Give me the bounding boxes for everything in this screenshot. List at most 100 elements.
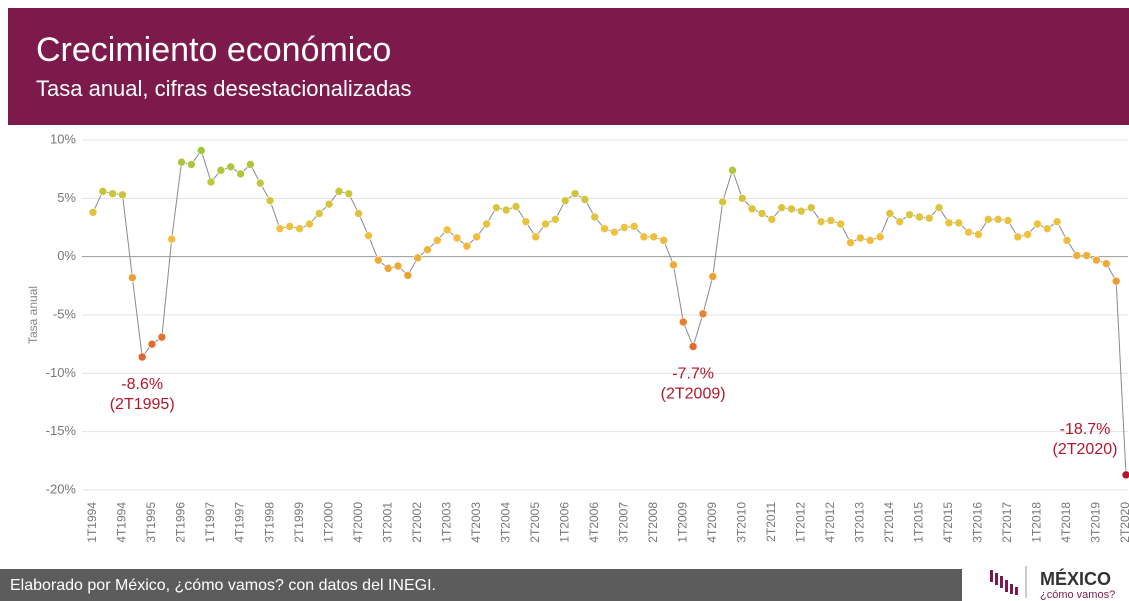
data-point (698, 309, 708, 319)
data-point (1013, 232, 1023, 242)
x-tick-label: 3T2007 (616, 502, 630, 543)
y-tick-label: 0% (57, 248, 76, 263)
data-point (826, 216, 836, 225)
x-tick-label: 2T2017 (1000, 502, 1014, 543)
data-point (1082, 251, 1091, 260)
data-point (649, 232, 659, 242)
data-point (964, 227, 973, 237)
data-point (1092, 255, 1101, 265)
data-point (137, 352, 147, 362)
data-point (255, 178, 265, 188)
data-point (570, 189, 580, 198)
data-point (993, 215, 1003, 224)
data-point (629, 222, 639, 231)
data-point (314, 209, 324, 218)
x-tick-label: 4T1997 (233, 502, 247, 543)
data-point (354, 209, 363, 218)
data-point (944, 218, 954, 228)
data-point (1111, 276, 1121, 286)
data-point (492, 203, 501, 212)
data-point (718, 197, 727, 207)
data-point (1121, 470, 1129, 480)
y-axis-label: Tasa anual (26, 286, 40, 344)
x-tick-label: 4T2003 (469, 502, 483, 543)
data-point (1062, 236, 1072, 245)
y-tick-label: -10% (46, 365, 77, 380)
data-point (590, 212, 600, 222)
data-point (452, 233, 462, 243)
x-tick-label: 2T2020 (1118, 502, 1129, 543)
data-point (1023, 230, 1032, 239)
data-point (983, 215, 993, 224)
data-point (806, 203, 816, 212)
data-point (934, 203, 944, 212)
data-point (816, 217, 826, 226)
x-tick-label: 2T2005 (528, 502, 542, 543)
data-point (560, 196, 570, 205)
x-tick-label: 4T2009 (705, 502, 719, 543)
data-point (954, 218, 964, 228)
data-point (423, 245, 432, 254)
x-tick-label: 1T2006 (557, 502, 571, 543)
data-point (895, 217, 905, 226)
x-tick-label: 1T2009 (675, 502, 689, 543)
data-point (88, 208, 98, 217)
x-tick-label: 2T2014 (882, 502, 896, 543)
annotation: (2T1995) (110, 396, 175, 413)
data-point (747, 204, 757, 214)
data-point (757, 209, 767, 218)
data-point (1003, 216, 1013, 225)
data-point (334, 187, 344, 196)
data-point (501, 205, 511, 215)
annotation: -7.7% (672, 366, 714, 383)
data-point (403, 271, 413, 280)
data-point (324, 199, 334, 209)
data-point (1072, 251, 1082, 260)
data-point (482, 219, 491, 229)
data-point (738, 194, 747, 203)
footer-band (0, 569, 962, 601)
data-point (236, 169, 245, 179)
data-point (433, 236, 442, 245)
data-point (551, 215, 560, 224)
data-point (344, 189, 354, 198)
x-tick-label: 2T1999 (292, 502, 306, 543)
x-tick-label: 4T2018 (1059, 502, 1073, 543)
data-point (147, 339, 157, 349)
data-point (531, 232, 541, 242)
data-point (846, 238, 855, 247)
x-tick-label: 3T2019 (1089, 502, 1103, 543)
data-point (521, 217, 531, 226)
data-point (383, 264, 393, 273)
data-point (1102, 259, 1111, 268)
x-tick-label: 2T2011 (764, 502, 778, 542)
x-tick-label: 3T2010 (734, 502, 748, 543)
x-tick-label: 2T2008 (646, 502, 660, 543)
data-point (413, 253, 422, 263)
x-tick-label: 3T2004 (498, 502, 512, 543)
data-point (777, 203, 786, 212)
data-point (600, 224, 609, 233)
logo-name: MÉXICO (1040, 568, 1111, 589)
data-point (787, 204, 796, 214)
logo-tagline: ¿cómo vamos? (1040, 589, 1115, 601)
data-point (118, 190, 127, 200)
data-point (669, 260, 678, 270)
header-band (8, 8, 1129, 125)
data-point (226, 162, 236, 172)
data-point (1052, 217, 1062, 226)
data-point (678, 317, 688, 327)
x-tick-label: 3T2016 (971, 502, 985, 543)
data-point (472, 232, 481, 242)
data-point (659, 236, 668, 245)
x-tick-label: 1T2012 (794, 502, 808, 543)
data-point (265, 196, 275, 205)
x-tick-label: 1T2015 (912, 502, 926, 543)
data-point (708, 272, 718, 281)
annotation: -8.6% (121, 376, 163, 393)
data-point (374, 255, 383, 265)
data-point (511, 202, 521, 211)
y-tick-label: 10% (50, 131, 76, 146)
footer-text: Elaborado por México, ¿cómo vamos? con d… (10, 577, 436, 594)
data-point (216, 166, 226, 175)
